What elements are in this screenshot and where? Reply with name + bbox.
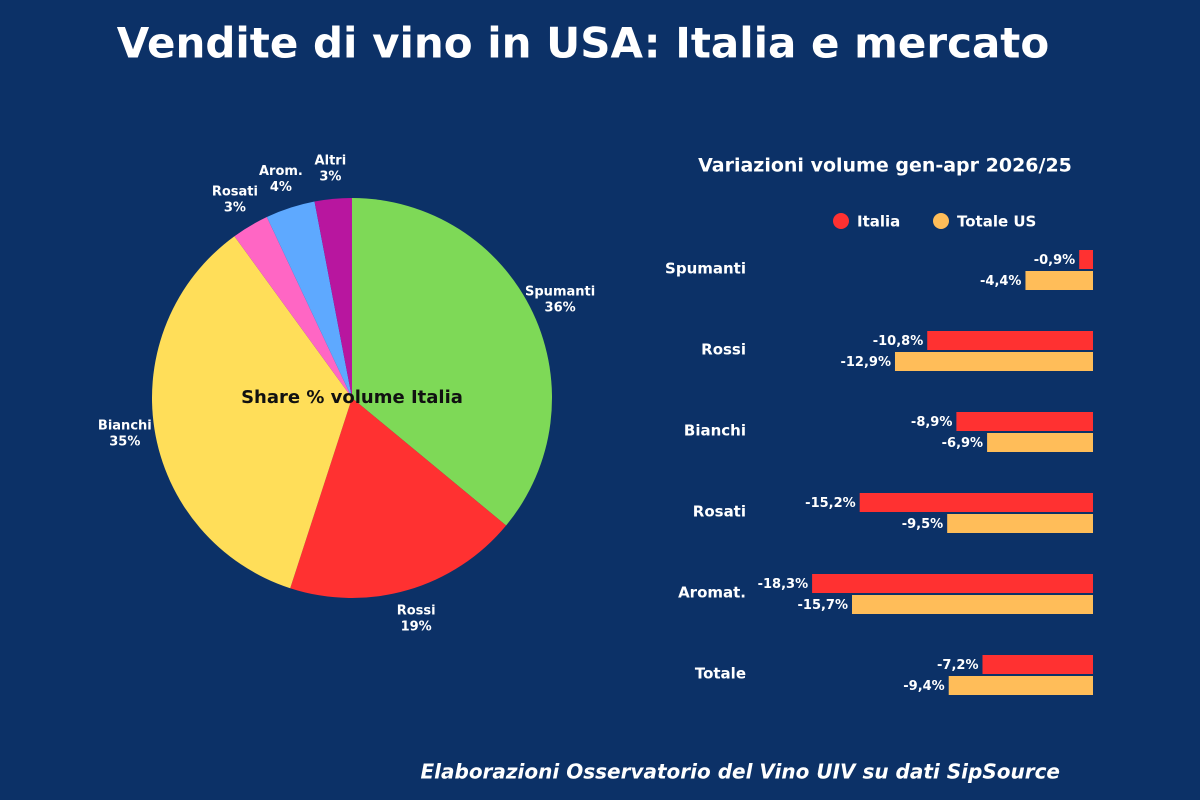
slice-value-label: 36% xyxy=(545,301,576,316)
pie-slice xyxy=(314,198,352,398)
slice-label: Spumanti xyxy=(525,285,595,300)
bar-value-label: -7,2% xyxy=(937,658,978,673)
pie-title: Share % volume Italia xyxy=(241,387,463,408)
bar-value-label: -4,4% xyxy=(980,274,1021,289)
slice-value-label: 3% xyxy=(224,201,246,216)
bar-value-label: -0,9% xyxy=(1034,253,1075,268)
pie-slice xyxy=(234,217,352,398)
bar xyxy=(927,331,1093,350)
bar-chart-title: Variazioni volume gen-apr 2026/25 xyxy=(698,155,1072,177)
bar xyxy=(1079,250,1093,269)
bar-value-label: -10,8% xyxy=(873,334,924,349)
bar xyxy=(947,514,1093,533)
category-label: Aromat. xyxy=(678,584,746,602)
bar xyxy=(812,574,1093,593)
bar xyxy=(859,493,1093,512)
slice-value-label: 35% xyxy=(109,434,140,449)
bar xyxy=(982,655,1093,674)
bar xyxy=(894,352,1093,371)
slice-value-label: 19% xyxy=(401,619,432,634)
category-label: Spumanti xyxy=(665,260,746,278)
slice-label: Bianchi xyxy=(98,418,152,433)
slice-label: Rossi xyxy=(397,603,436,618)
bar-value-label: -15,7% xyxy=(798,598,849,613)
bar xyxy=(948,676,1093,695)
bar xyxy=(956,412,1093,431)
bar xyxy=(987,433,1093,452)
slice-value-label: 4% xyxy=(270,180,292,195)
pie-slice xyxy=(352,198,552,526)
legend-marker xyxy=(833,213,849,229)
pie-slice xyxy=(151,236,352,589)
source-note: Elaborazioni Osservatorio del Vino UIV s… xyxy=(420,760,1060,784)
bar-value-label: -6,9% xyxy=(942,436,983,451)
bar xyxy=(1025,271,1093,290)
slice-label: Arom. xyxy=(259,164,303,179)
legend-label: Italia xyxy=(857,213,900,231)
category-label: Totale xyxy=(695,665,746,683)
category-label: Rosati xyxy=(693,503,746,521)
bar xyxy=(852,595,1093,614)
bar-value-label: -9,5% xyxy=(902,517,943,532)
legend-marker xyxy=(933,213,949,229)
slice-label: Altri xyxy=(315,154,347,169)
bar-value-label: -15,2% xyxy=(805,496,856,511)
bar-value-label: -8,9% xyxy=(911,415,952,430)
slice-value-label: 3% xyxy=(319,170,341,185)
pie-slice xyxy=(290,398,507,598)
category-label: Bianchi xyxy=(684,422,746,440)
bar-value-label: -9,4% xyxy=(903,679,944,694)
legend-label: Totale US xyxy=(957,213,1036,231)
pie-slice xyxy=(266,201,352,398)
bar-value-label: -12,9% xyxy=(840,355,891,370)
page-title: Vendite di vino in USA: Italia e mercato xyxy=(117,19,1050,68)
slice-label: Rosati xyxy=(212,185,258,200)
bar-value-label: -18,3% xyxy=(758,577,809,592)
category-label: Rossi xyxy=(701,341,746,359)
